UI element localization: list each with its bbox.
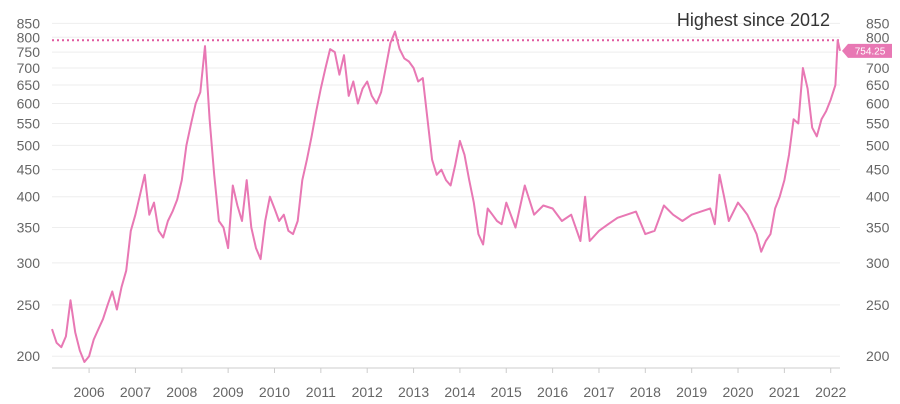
y-tick-label-left: 450	[17, 162, 41, 178]
x-tick-label: 2022	[815, 384, 846, 400]
x-tick-label: 2007	[120, 384, 151, 400]
x-tick-label: 2008	[166, 384, 197, 400]
y-tick-label-left: 600	[17, 95, 41, 111]
y-tick-label-right: 700	[866, 60, 890, 76]
x-axis: 2006 2007 2008 2009 2010 2011 2012 2013 2014 2015…	[74, 368, 847, 400]
y-tick-label-right: 850	[866, 15, 890, 31]
left-y-axis: 200 250 300 350 400 450 500 550 600 6507007508008…	[17, 15, 41, 364]
y-tick-label-right: 800	[866, 29, 890, 45]
x-tick-label: 2015	[491, 384, 522, 400]
y-tick-label-left: 700	[17, 60, 41, 76]
y-tick-label-left: 350	[17, 219, 41, 235]
y-tick-label-left: 750	[17, 44, 41, 60]
right-y-axis: 2002503003504004505005506006507007508008…	[866, 15, 890, 364]
x-tick-label: 2018	[630, 384, 661, 400]
last-value-label: 754.25	[855, 46, 886, 57]
x-tick-label: 2011	[306, 384, 336, 400]
x-tick-label: 2009	[213, 384, 244, 400]
x-tick-label: 2006	[74, 384, 105, 400]
series-line	[51, 30, 841, 363]
last-value-badge-shape	[842, 43, 892, 58]
y-tick-label-right: 450	[866, 162, 890, 178]
y-tick-label-right: 550	[866, 115, 890, 131]
y-tick-label-right: 250	[866, 297, 890, 313]
y-tick-label-left: 250	[17, 297, 41, 313]
y-tick-label-left: 300	[17, 255, 41, 271]
y-tick-label-right: 600	[866, 95, 890, 111]
x-tick-label: 2020	[722, 384, 753, 400]
annotation-text: Highest since 2012	[677, 10, 830, 30]
last-value-badge: 754.25	[842, 43, 892, 58]
x-tick-label: 2010	[259, 384, 290, 400]
x-tick-label: 2012	[352, 384, 383, 400]
x-tick-label: 2019	[676, 384, 707, 400]
y-tick-label-left: 850	[17, 15, 41, 31]
x-tick-label: 2016	[537, 384, 568, 400]
x-tick-label: 2014	[444, 384, 475, 400]
y-tick-label-right: 500	[866, 137, 890, 153]
y-tick-label-right: 400	[866, 189, 890, 205]
y-tick-label-left: 650	[17, 77, 41, 93]
y-tick-label-right: 350	[866, 219, 890, 235]
y-tick-label-left: 400	[17, 189, 41, 205]
x-tick-label: 2021	[769, 384, 800, 400]
y-tick-label-right: 200	[866, 348, 890, 364]
x-tick-label: 2013	[398, 384, 429, 400]
y-tick-label-right: 650	[866, 77, 890, 93]
y-tick-label-left: 200	[17, 348, 41, 364]
y-tick-label-right: 300	[866, 255, 890, 271]
x-tick-label: 2017	[583, 384, 614, 400]
y-tick-label-left: 800	[17, 29, 41, 45]
y-tick-label-left: 500	[17, 137, 41, 153]
y-tick-label-left: 550	[17, 115, 41, 131]
